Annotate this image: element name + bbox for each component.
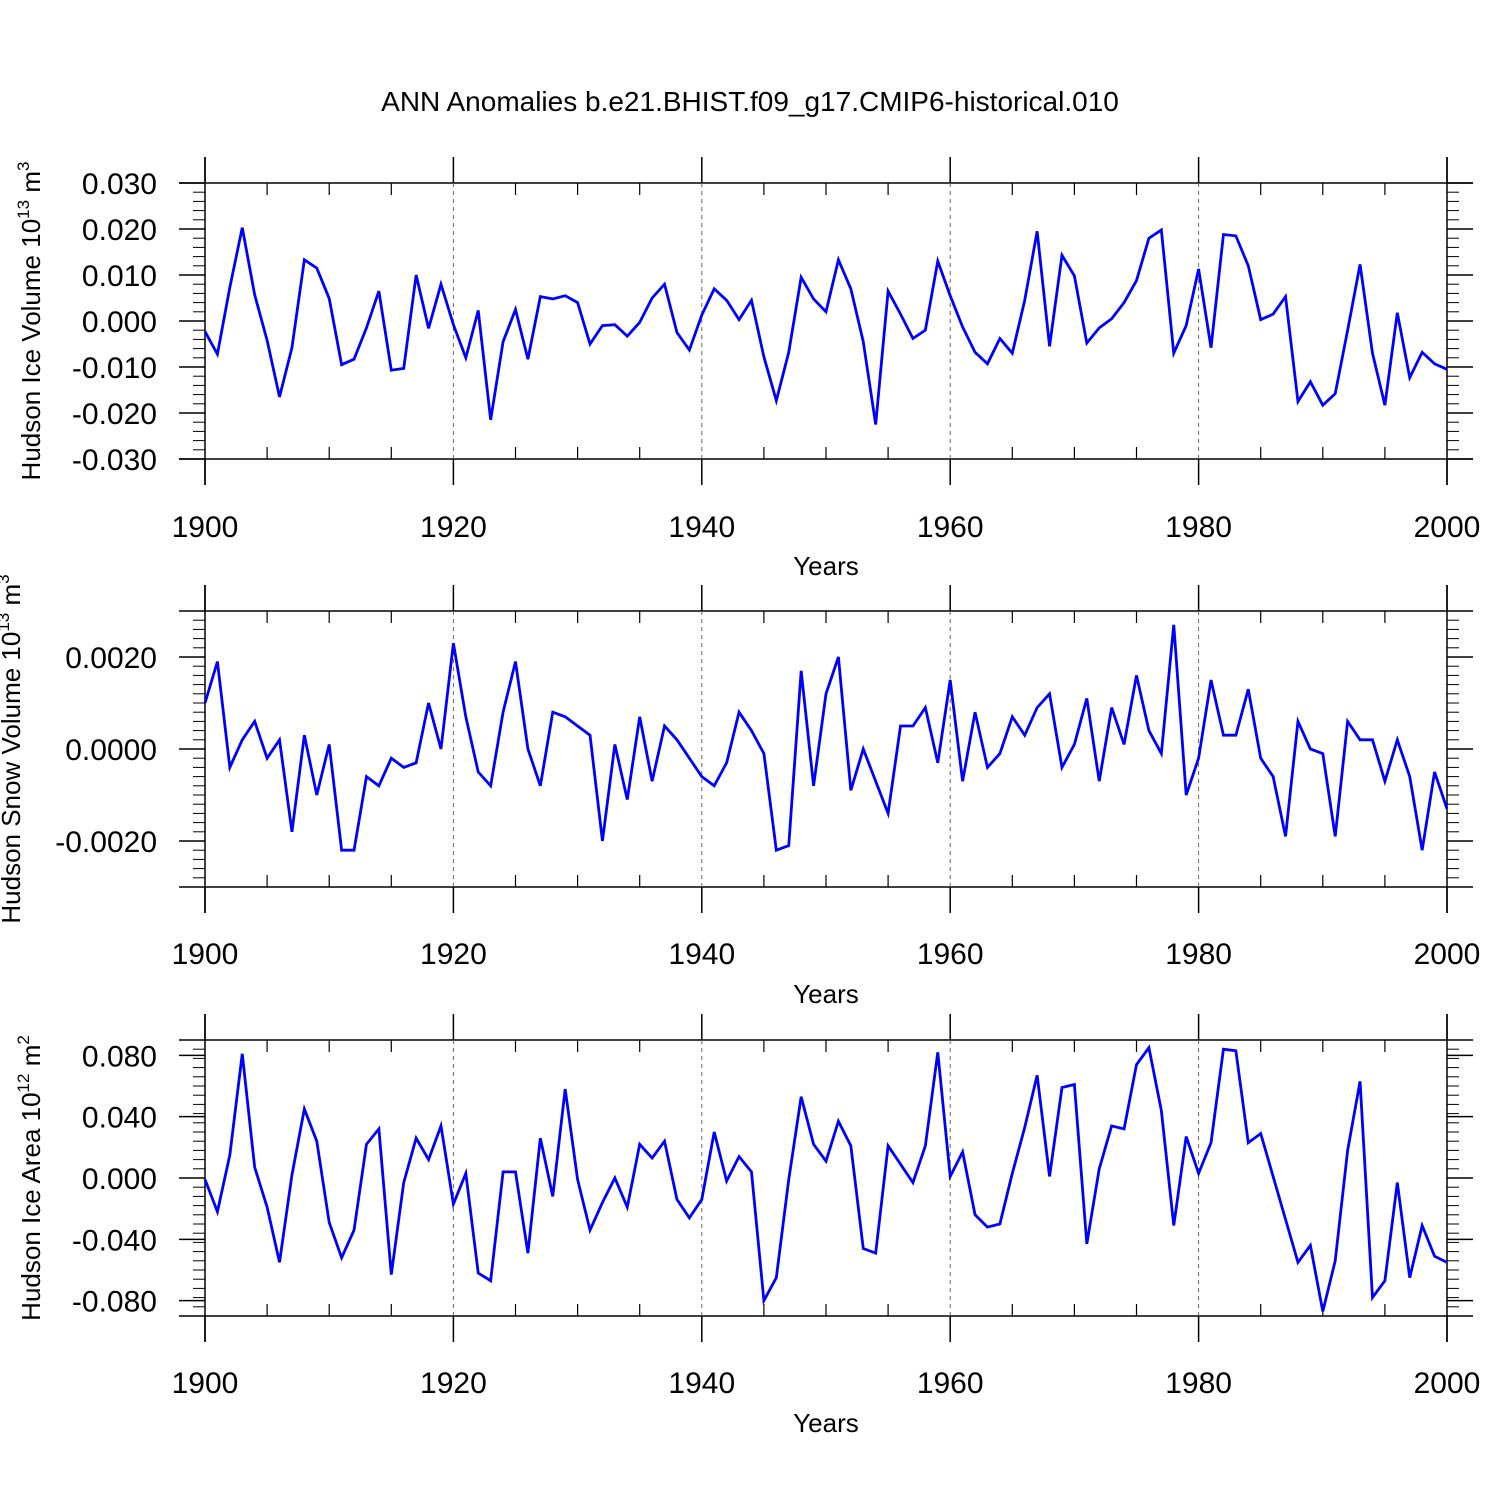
y-axis-title-unit: m: [16, 1045, 46, 1074]
x-tick-label: 1940: [668, 1367, 735, 1400]
y-tick-label: 0.0020: [65, 642, 157, 675]
x-tick-label: 1980: [1165, 511, 1232, 544]
y-tick-label: -0.010: [72, 352, 157, 385]
y-tick-label: 0.000: [82, 1163, 157, 1196]
y-tick-label: -0.030: [72, 444, 157, 477]
x-tick-label: 1920: [420, 938, 487, 971]
x-tick-label: 1900: [172, 511, 239, 544]
y-tick-label: 0.010: [82, 260, 157, 293]
y-tick-label: 0.000: [82, 306, 157, 339]
y-axis-title-exponent: 12: [14, 1074, 33, 1093]
figure-title: ANN Anomalies b.e21.BHIST.f09_g17.CMIP6-…: [381, 86, 1119, 117]
y-axis-title: Hudson Ice Volume 1013 m3: [14, 162, 46, 481]
y-tick-label: 0.080: [82, 1040, 157, 1073]
x-tick-label: 1980: [1165, 1367, 1232, 1400]
x-tick-label: 2000: [1414, 938, 1481, 971]
y-axis-title-unit-exponent: 2: [14, 1035, 33, 1044]
x-tick-label: 1980: [1165, 938, 1232, 971]
y-tick-label: 0.030: [82, 168, 157, 201]
y-axis-title-text: Hudson Ice Area 10: [16, 1092, 46, 1320]
y-axis-title: Hudson Ice Area 1012 m2: [14, 1035, 46, 1321]
y-tick-label: 0.0000: [65, 734, 157, 767]
y-axis-title-exponent: 13: [14, 200, 33, 219]
y-tick-label: -0.020: [72, 398, 157, 431]
x-tick-label: 1940: [668, 938, 735, 971]
x-tick-label: 2000: [1414, 1367, 1481, 1400]
x-axis-title: Years: [793, 1408, 859, 1438]
y-tick-label: 0.020: [82, 214, 157, 247]
y-tick-label: -0.0020: [55, 826, 157, 859]
y-tick-label: -0.040: [72, 1224, 157, 1257]
y-axis-title-exponent: 13: [0, 613, 13, 632]
y-axis-title-unit: m: [0, 584, 26, 613]
y-axis-title-unit: m: [16, 171, 46, 200]
x-tick-label: 1940: [668, 511, 735, 544]
chart-panel-3: 1900 1920 1940 1960 1980 2000 0.080 0.040 0.000 -…: [14, 1014, 1480, 1438]
x-tick-label: 1920: [420, 511, 487, 544]
series-line: [203, 227, 1448, 425]
chart-panel-2: 1900 1920 1940 1960 1980 2000 0.0020 0.0000 -0.0…: [0, 574, 1480, 1009]
x-tick-label: 1900: [172, 938, 239, 971]
x-tick-label: 1960: [917, 1367, 984, 1400]
y-tick-label: -0.080: [72, 1286, 157, 1319]
x-tick-label: 1920: [420, 1367, 487, 1400]
y-axis-title-unit-exponent: 3: [14, 162, 33, 171]
x-axis-title: Years: [793, 551, 859, 581]
y-tick-label: 0.040: [82, 1102, 157, 1135]
series-line: [203, 1044, 1448, 1312]
x-tick-label: 1960: [917, 938, 984, 971]
y-axis-title-unit-exponent: 3: [0, 574, 13, 583]
x-tick-label: 1960: [917, 511, 984, 544]
x-tick-label: 2000: [1414, 511, 1481, 544]
y-axis-title-text: Hudson Ice Volume 10: [16, 219, 46, 481]
y-axis-title-text: Hudson Snow Volume 10: [0, 632, 26, 924]
chart-panel-1: 1900 1920 1940 1960 1980 2000 0.030 0.020 0.010 0…: [14, 157, 1480, 581]
series-line: [203, 624, 1449, 853]
x-axis-title: Years: [793, 979, 859, 1009]
y-axis-title: Hudson Snow Volume 1013 m3: [0, 574, 26, 923]
x-tick-label: 1900: [172, 1367, 239, 1400]
